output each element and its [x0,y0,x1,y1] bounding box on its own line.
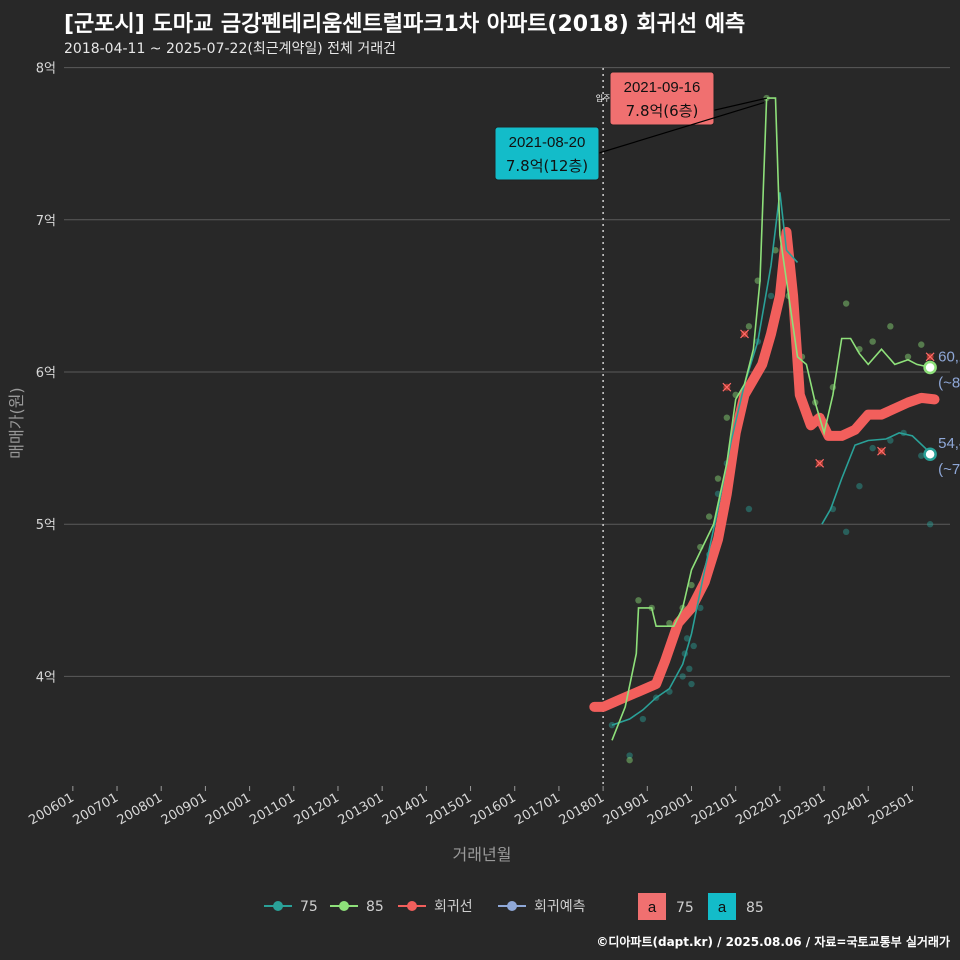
trade-marker-x [877,446,886,456]
x-tick-label: 202401 [822,790,872,828]
legend-dot [407,901,417,911]
y-tick-label: 6억 [36,366,56,381]
x-tick-label: 201601 [468,790,518,828]
trade-marker-x [815,458,825,468]
trade-marker-x [925,352,935,362]
point-75 [626,752,633,759]
trade-marker-x [722,382,732,392]
point-75 [686,665,693,673]
legend-dot [507,901,517,911]
x-tick-label: 202101 [689,790,739,828]
point-85 [626,756,633,764]
y-axis-title: 매매가(원) [7,387,26,458]
point-75 [690,642,697,650]
legend-box-letter: a [648,899,657,916]
callout-value: 7.8억(12층) [506,157,588,175]
point-85 [688,581,695,589]
x-tick-label: 202001 [645,790,695,828]
callout-value: 7.8억(6층) [626,102,699,120]
end-value-75: 54,492 [938,435,960,452]
chart-subtitle: 2018-04-11 ~ 2025-07-22(최근계약일) 전체 거래건 [64,41,396,57]
x-tick-label: 200901 [159,790,209,828]
end-value-85: 60,243 [938,348,960,365]
legend-dot [273,901,283,911]
y-tick-label: 8억 [36,62,56,77]
point-85 [714,475,722,482]
legend-box-label: 75 [676,900,694,916]
y-tick-label: 7억 [36,214,56,229]
callout-date: 2021-09-16 [624,79,701,96]
point-75 [887,437,894,444]
point-75 [608,721,616,729]
x-tick-label: 201301 [336,790,386,828]
point-75 [683,635,691,642]
point-75 [869,444,876,452]
point-85 [745,323,753,330]
end-area-75: (~75㎡) [938,461,960,478]
point-75 [697,604,704,612]
x-axis-title: 거래년월 [453,845,512,864]
x-tick-label: 201401 [380,790,430,828]
legend-label: 회귀선 [434,899,473,915]
point-75 [745,505,753,513]
point-85 [635,597,642,604]
point-85 [869,338,876,345]
point-75 [856,482,863,490]
series-line-75 [821,432,931,525]
x-tick-label: 202501 [866,790,916,828]
callout-box [494,126,600,181]
source-footer: ©디아파트(dapt.kr) / 2025.08.06 / 자료=국토교통부 실… [596,935,950,949]
trade-marker-x [740,329,749,339]
point-85 [904,353,912,360]
x-tick-label: 201001 [203,790,253,828]
legend-box [638,893,666,920]
legend-label: 75 [300,899,318,915]
end-area-85: (~85㎡) [938,374,960,391]
x-tick-label: 200701 [71,790,121,828]
x-tick-label: 202201 [733,790,783,828]
x-tick-label: 201101 [247,790,297,828]
legend-label: 회귀예측 [534,899,586,915]
move-in-label: 입주 [596,94,611,103]
y-tick-label: 5억 [36,518,56,533]
legend-box-letter: a [718,899,727,916]
x-tick-label: 202301 [778,790,828,828]
point-85 [842,300,850,307]
legend-box [708,893,736,920]
end-point-75 [923,447,937,461]
x-tick-label: 201201 [291,790,341,828]
point-75 [679,673,686,680]
end-point-85 [923,360,937,375]
callout-box [609,71,715,126]
x-tick-label: 200801 [115,790,165,828]
callout-date: 2021-08-20 [509,134,586,151]
x-tick-label: 201701 [512,790,562,828]
x-tick-label: 201801 [557,790,607,828]
point-75 [842,528,850,536]
point-85 [666,619,673,627]
legend-dot [339,901,349,911]
chart-title: [군포시] 도마교 금강펜테리움센트럴파크1차 아파트(2018) 회귀선 예측 [64,12,746,37]
callout-leader [598,102,765,154]
point-85 [705,513,713,520]
point-85 [918,341,925,348]
series-line-85 [611,97,931,741]
point-85 [887,323,894,330]
series-line-75 [611,192,799,726]
legend-box-label: 85 [746,900,764,916]
point-75 [926,521,934,528]
x-tick-label: 200601 [26,790,76,828]
x-tick-label: 201501 [424,790,474,828]
point-75 [688,680,695,688]
x-tick-label: 201901 [601,790,651,828]
y-tick-label: 4억 [36,670,56,685]
legend-label: 85 [366,899,384,915]
trend-line [589,227,940,712]
point-75 [767,292,775,300]
point-75 [639,715,647,723]
point-75 [918,452,925,459]
point-85 [723,414,731,421]
